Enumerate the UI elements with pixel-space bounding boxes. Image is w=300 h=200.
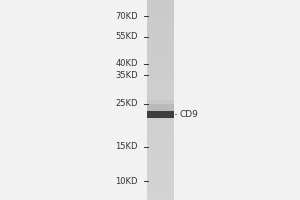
Bar bbox=[147, 175, 174, 178]
Bar bbox=[147, 190, 174, 192]
Bar bbox=[147, 98, 174, 100]
Bar bbox=[147, 60, 174, 62]
Bar bbox=[147, 27, 174, 30]
Bar bbox=[147, 20, 174, 22]
Bar bbox=[147, 111, 174, 118]
Bar bbox=[147, 93, 174, 95]
Bar bbox=[147, 192, 174, 195]
Bar bbox=[147, 38, 174, 40]
Bar bbox=[147, 172, 174, 175]
Bar bbox=[147, 132, 174, 135]
Bar bbox=[147, 102, 174, 105]
Bar bbox=[147, 162, 174, 165]
Text: 55KD: 55KD bbox=[116, 32, 138, 41]
Text: 70KD: 70KD bbox=[116, 12, 138, 21]
Bar bbox=[147, 122, 174, 125]
Bar bbox=[147, 88, 174, 90]
Bar bbox=[147, 120, 174, 122]
Bar bbox=[147, 18, 174, 20]
Bar bbox=[147, 55, 174, 58]
Bar bbox=[147, 35, 174, 38]
Bar bbox=[147, 105, 174, 108]
Text: 25KD: 25KD bbox=[116, 99, 138, 108]
Bar bbox=[147, 0, 174, 2]
Bar bbox=[147, 58, 174, 60]
Bar bbox=[147, 68, 174, 70]
Bar bbox=[147, 82, 174, 85]
Text: CD9: CD9 bbox=[180, 110, 199, 119]
Bar bbox=[147, 72, 174, 75]
Bar bbox=[147, 108, 174, 110]
Bar bbox=[147, 77, 174, 80]
Bar bbox=[147, 135, 174, 138]
Bar bbox=[147, 100, 174, 102]
Bar bbox=[147, 170, 174, 172]
Bar bbox=[147, 178, 174, 180]
Bar bbox=[147, 5, 174, 7]
Bar bbox=[147, 12, 174, 15]
Bar bbox=[147, 22, 174, 25]
Bar bbox=[147, 0, 174, 200]
Bar bbox=[147, 112, 174, 115]
Text: 35KD: 35KD bbox=[116, 71, 138, 80]
Bar bbox=[147, 180, 174, 182]
Bar bbox=[147, 138, 174, 140]
Bar bbox=[147, 85, 174, 88]
Bar bbox=[147, 145, 174, 148]
Bar bbox=[147, 155, 174, 158]
Bar bbox=[147, 188, 174, 190]
Bar bbox=[147, 40, 174, 43]
Bar bbox=[147, 148, 174, 150]
Bar bbox=[147, 160, 174, 162]
Bar bbox=[147, 2, 174, 5]
Text: 10KD: 10KD bbox=[116, 177, 138, 186]
Bar bbox=[147, 140, 174, 143]
Bar bbox=[147, 95, 174, 98]
Bar bbox=[147, 52, 174, 55]
Bar bbox=[147, 195, 174, 198]
Text: 40KD: 40KD bbox=[116, 59, 138, 68]
Bar bbox=[147, 70, 174, 72]
Bar bbox=[147, 150, 174, 152]
Bar bbox=[147, 65, 174, 68]
Text: 15KD: 15KD bbox=[116, 142, 138, 151]
Bar bbox=[147, 117, 174, 120]
Bar bbox=[147, 7, 174, 10]
Bar bbox=[147, 182, 174, 185]
Bar bbox=[147, 100, 174, 111]
Bar bbox=[147, 90, 174, 93]
Bar bbox=[147, 104, 174, 111]
Bar bbox=[147, 128, 174, 130]
Bar bbox=[147, 50, 174, 52]
Bar bbox=[147, 80, 174, 82]
Bar bbox=[147, 43, 174, 45]
Bar bbox=[147, 165, 174, 168]
Bar bbox=[147, 168, 174, 170]
Bar bbox=[147, 158, 174, 160]
Bar bbox=[147, 10, 174, 12]
Bar bbox=[147, 45, 174, 48]
Bar bbox=[147, 48, 174, 50]
Bar bbox=[147, 32, 174, 35]
Bar bbox=[147, 130, 174, 132]
Bar bbox=[147, 75, 174, 77]
Bar bbox=[147, 115, 174, 117]
Bar bbox=[147, 198, 174, 200]
Bar bbox=[147, 152, 174, 155]
Bar bbox=[147, 15, 174, 18]
Bar bbox=[147, 125, 174, 128]
Bar bbox=[147, 185, 174, 188]
Bar bbox=[147, 143, 174, 145]
Bar bbox=[147, 110, 174, 112]
Bar bbox=[147, 62, 174, 65]
Bar bbox=[147, 30, 174, 32]
Bar bbox=[147, 25, 174, 27]
